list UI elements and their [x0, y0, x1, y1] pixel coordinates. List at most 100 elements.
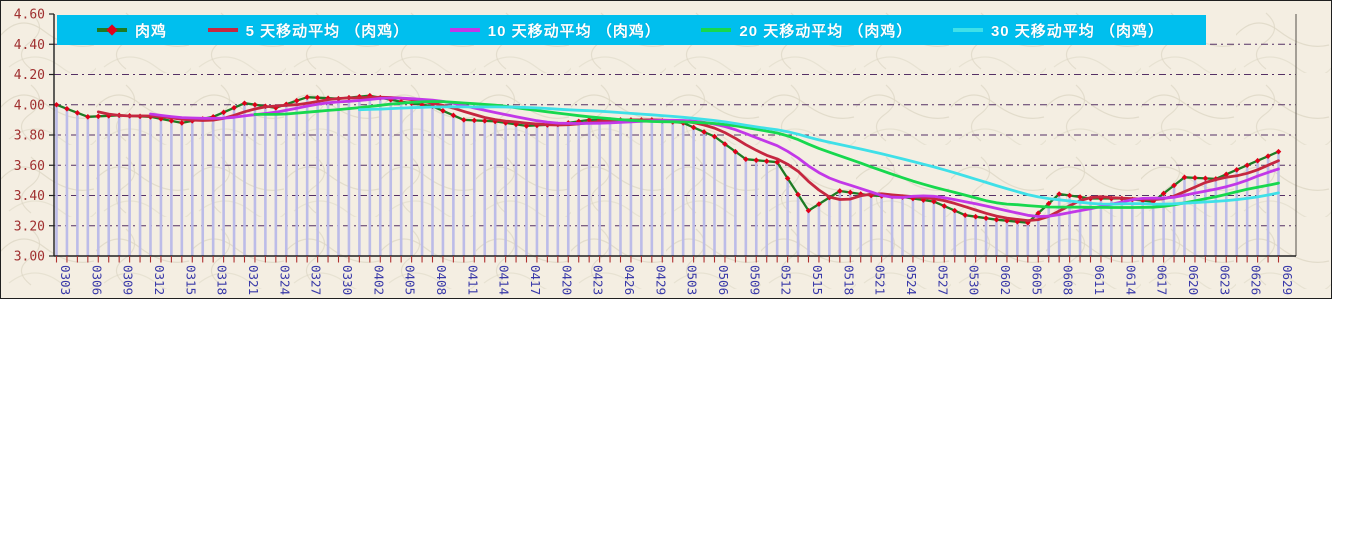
- legend-swatch-icon: [952, 28, 983, 32]
- diamond-marker-icon: [690, 124, 697, 131]
- legend-item[interactable]: 10 天移动平均 （肉鸡）: [449, 20, 661, 41]
- legend-swatch-icon: [701, 28, 732, 32]
- diamond-marker-icon: [1056, 191, 1062, 197]
- x-axis-label: 0402: [371, 265, 386, 295]
- diamond-marker-icon: [1035, 210, 1042, 216]
- y-axis-label: 4.20: [14, 68, 45, 83]
- diamond-marker-icon: [1233, 166, 1240, 173]
- x-axis-label: 0405: [403, 265, 418, 295]
- diamond-marker-icon: [1004, 217, 1010, 224]
- legend-swatch-icon: [97, 24, 127, 36]
- x-axis-label: 0411: [465, 265, 480, 295]
- diamond-marker-icon: [158, 116, 164, 122]
- diamond-marker-icon: [763, 158, 770, 165]
- diamond-marker-icon: [1202, 175, 1209, 182]
- diamond-marker-icon: [1192, 175, 1198, 181]
- legend-item[interactable]: 30 天移动平均 （肉鸡）: [952, 20, 1164, 41]
- x-axis-label: 0614: [1123, 265, 1138, 295]
- x-axis-label: 0327: [309, 265, 324, 295]
- diamond-marker-icon: [753, 157, 760, 164]
- legend-item-label: 20 天移动平均 （肉鸡）: [739, 22, 913, 40]
- diamond-marker-icon: [179, 120, 185, 126]
- diamond-marker-icon: [74, 110, 81, 116]
- legend-item[interactable]: 5 天移动平均 （肉鸡）: [207, 20, 410, 41]
- diamond-marker-icon: [231, 104, 237, 111]
- x-axis-label: 0414: [497, 265, 512, 295]
- x-axis-label: 0309: [121, 265, 136, 295]
- y-axis-label: 4.60: [14, 8, 45, 23]
- diamond-marker-icon: [1045, 200, 1052, 207]
- x-axis-label: 0426: [622, 265, 637, 295]
- diamond-marker-icon: [805, 207, 812, 214]
- diamond-marker-icon: [293, 97, 300, 104]
- x-axis-label: 0608: [1061, 265, 1076, 295]
- x-axis-label: 0318: [215, 265, 230, 295]
- legend-item-label: 肉鸡: [135, 22, 168, 40]
- diamond-marker-icon: [1265, 153, 1271, 159]
- legend-item[interactable]: 20 天移动平均 （肉鸡）: [701, 20, 912, 41]
- y-axis-label: 3.00: [14, 250, 45, 265]
- x-axis-label: 0417: [528, 265, 543, 295]
- diamond-marker-icon: [241, 100, 248, 107]
- diamond-marker-icon: [252, 101, 258, 108]
- x-axis-label: 0512: [779, 265, 794, 295]
- x-axis-label: 0530: [967, 265, 982, 295]
- legend-item-label: 30 天移动平均 （肉鸡）: [990, 22, 1164, 40]
- legend-swatch-icon: [449, 28, 480, 32]
- diamond-marker-icon: [1275, 148, 1282, 155]
- x-axis-label: 0408: [434, 265, 449, 295]
- x-axis-label: 0617: [1155, 265, 1170, 295]
- x-axis-label: 0611: [1092, 265, 1107, 295]
- diamond-marker-icon: [461, 117, 467, 123]
- diamond-marker-icon: [1066, 192, 1073, 199]
- series-ma30-line[interactable]: [358, 105, 1280, 206]
- series-ma20-line[interactable]: [253, 100, 1280, 209]
- diamond-marker-icon: [722, 141, 728, 147]
- diamond-marker-icon: [314, 94, 321, 101]
- diamond-marker-icon: [1077, 194, 1083, 200]
- y-axis-label: 3.40: [14, 189, 45, 204]
- x-axis-label: 0429: [653, 265, 668, 295]
- x-axis-label: 0509: [747, 265, 762, 295]
- x-axis-label: 0423: [591, 265, 606, 295]
- x-axis-label: 0524: [904, 265, 919, 295]
- legend-item[interactable]: 肉鸡: [97, 20, 167, 41]
- chart-frame[interactable]: 4.60 4.40 4.20 4.00 3.80 3.60 3.40 3.20 3.00 0303…: [0, 0, 1332, 299]
- legend-swatch-icon: [207, 28, 238, 32]
- diamond-marker-icon: [450, 112, 457, 119]
- legend-item-label: 10 天移动平均 （肉鸡）: [487, 22, 661, 40]
- y-axis-label: 3.20: [14, 219, 45, 234]
- x-axis-label: 0503: [685, 265, 700, 295]
- x-axis-label: 0620: [1186, 265, 1201, 295]
- x-axis-label: 0521: [873, 265, 888, 295]
- diamond-marker-icon: [220, 109, 227, 116]
- diamond-marker-icon: [711, 133, 718, 140]
- diamond-marker-icon: [64, 105, 70, 112]
- y-axis-label: 4.00: [14, 98, 45, 113]
- diamond-marker-icon: [481, 118, 488, 124]
- x-axis-label: 0515: [810, 265, 825, 295]
- diamond-marker-icon: [1171, 182, 1177, 189]
- diamond-marker-icon: [534, 122, 540, 129]
- diamond-marker-icon: [743, 156, 749, 162]
- y-axis-label: 3.60: [14, 159, 45, 174]
- diamond-marker-icon: [983, 215, 989, 221]
- legend-item-label: 5 天移动平均 （肉鸡）: [245, 22, 410, 40]
- x-axis-label: 0324: [277, 265, 292, 295]
- diamond-marker-icon: [53, 101, 60, 108]
- x-axis-label: 0602: [998, 265, 1013, 295]
- diamond-marker-icon: [910, 195, 916, 202]
- diamond-marker-icon: [440, 108, 446, 114]
- x-axis-label: 0626: [1249, 265, 1264, 295]
- x-axis-label: 0420: [559, 265, 574, 295]
- diamond-marker-icon: [471, 117, 478, 124]
- diamond-marker-icon: [962, 212, 968, 218]
- diamond-marker-icon: [837, 188, 843, 194]
- diamond-marker-icon: [847, 189, 854, 196]
- diamond-marker-icon: [1254, 157, 1261, 164]
- chart-legend: 肉鸡 5 天移动平均 （肉鸡） 10 天移动平均 （肉鸡） 20 天移动平均 （…: [57, 15, 1206, 45]
- diamond-marker-icon: [816, 201, 822, 207]
- y-axis-label: 4.40: [14, 38, 45, 53]
- diamond-marker-icon: [1181, 174, 1188, 181]
